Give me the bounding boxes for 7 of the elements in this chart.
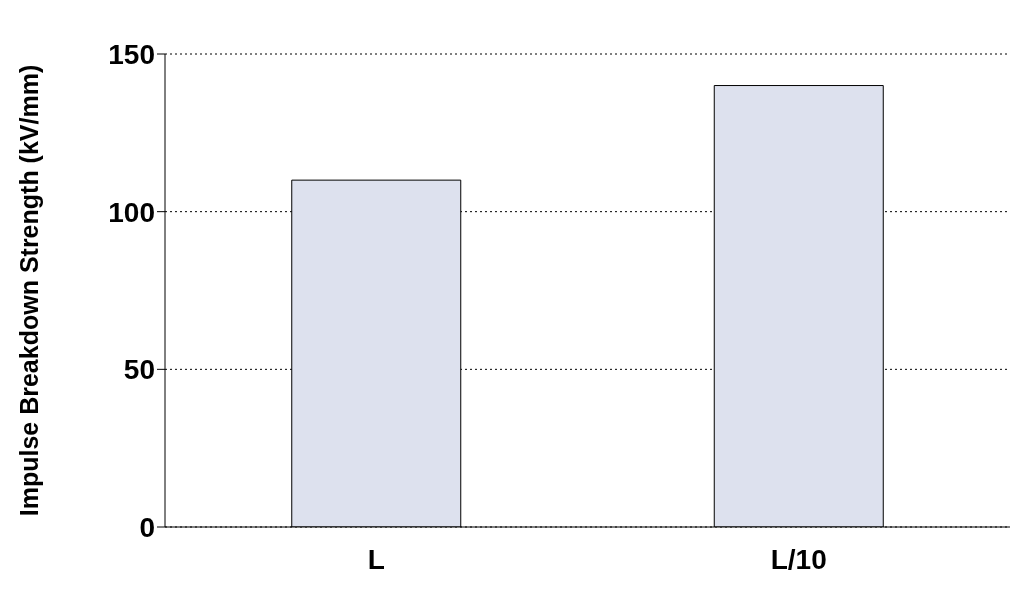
y-tick-label: 150 [108,38,155,70]
y-axis-title: Impulse Breakdown Strength (kV/mm) [14,64,43,517]
y-tick-label: 100 [108,196,155,228]
x-tick-label: L [367,543,385,575]
x-tick-label: L/10 [770,543,827,575]
y-tick-label: 50 [123,354,155,386]
y-tick-label: 0 [139,511,155,543]
